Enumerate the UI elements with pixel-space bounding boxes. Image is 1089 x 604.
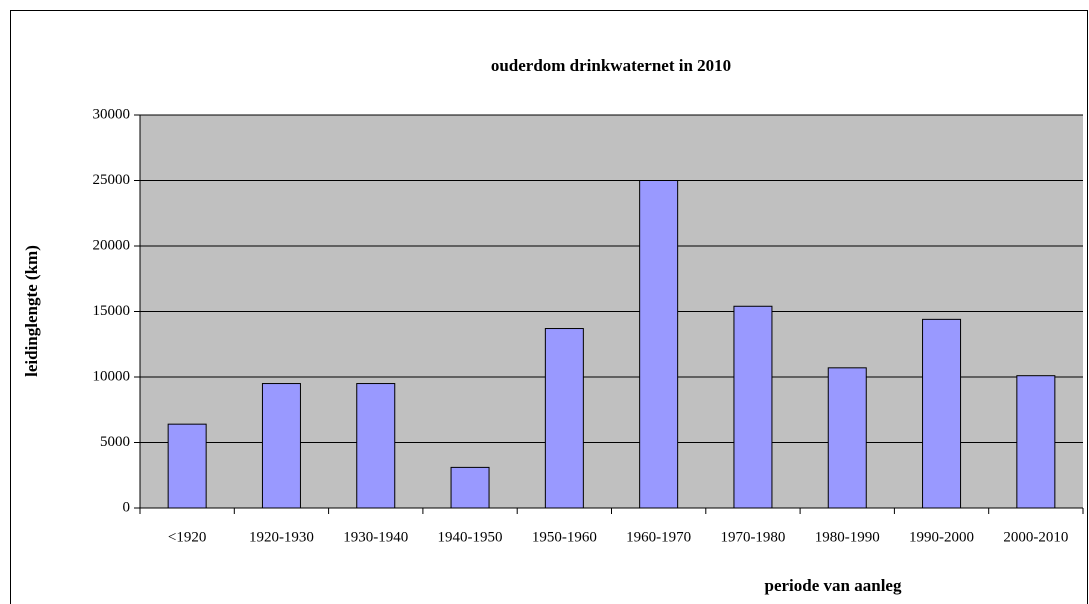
y-axis-label: leidinglengte (km) [22, 245, 41, 377]
x-tick-label: 1930-1940 [343, 529, 408, 545]
x-tick-label: 1950-1960 [532, 529, 597, 545]
x-axis-label: periode van aanleg [765, 576, 902, 595]
bar [1016, 375, 1056, 509]
y-tick-label: 10000 [93, 368, 131, 384]
x-tick-label: 2000-2010 [1003, 529, 1068, 545]
y-tick-label: 5000 [100, 434, 130, 450]
x-tick-label: <1920 [168, 529, 206, 545]
y-tick-label: 25000 [93, 172, 131, 188]
y-tick-label: 20000 [93, 237, 131, 253]
y-tick-label: 0 [123, 499, 131, 515]
x-tick-label: 1990-2000 [909, 529, 974, 545]
bar [922, 318, 962, 509]
bar [261, 383, 301, 509]
bar [827, 367, 867, 509]
y-tick-label: 30000 [93, 106, 131, 122]
bar [639, 180, 679, 509]
bar [356, 383, 396, 509]
bar [450, 466, 490, 509]
x-tick-label: 1980-1990 [815, 529, 880, 545]
chart-title: ouderdom drinkwaternet in 2010 [491, 56, 731, 75]
x-tick-label: 1960-1970 [626, 529, 691, 545]
bar [733, 305, 773, 509]
x-tick-label: 1970-1980 [720, 529, 785, 545]
x-tick-label: 1920-1930 [249, 529, 314, 545]
y-tick-label: 15000 [93, 303, 131, 319]
bar [167, 423, 207, 509]
bar [544, 328, 584, 509]
x-tick-label: 1940-1950 [438, 529, 503, 545]
